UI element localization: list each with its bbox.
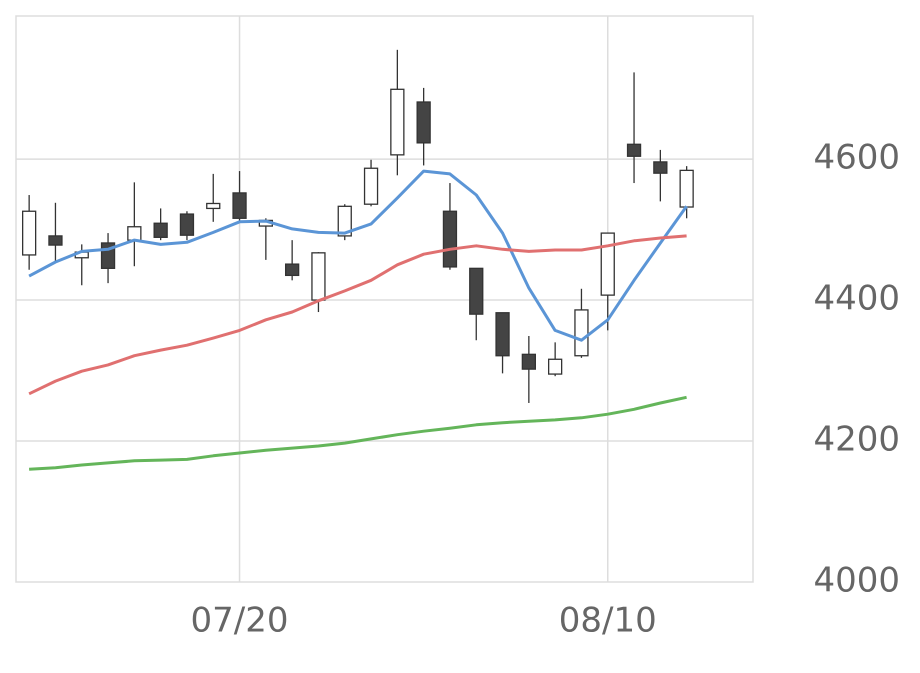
x-tick-label: 08/10 bbox=[559, 601, 657, 641]
moving-average-line bbox=[29, 395, 687, 471]
candle-body bbox=[469, 267, 484, 315]
moving-average-line bbox=[28, 169, 688, 342]
y-tick-label: 4400 bbox=[813, 279, 900, 319]
candle-body bbox=[206, 202, 221, 210]
candle-body bbox=[284, 263, 300, 277]
candle-body bbox=[548, 358, 563, 375]
candle-body bbox=[153, 222, 168, 238]
candle-body bbox=[416, 101, 431, 144]
candle-body bbox=[179, 213, 195, 236]
candle-body bbox=[521, 353, 536, 370]
candle-body bbox=[21, 210, 37, 256]
candle-body bbox=[363, 167, 379, 205]
candle-body bbox=[679, 169, 694, 208]
candle-body bbox=[442, 210, 458, 268]
plot-frame bbox=[15, 15, 754, 583]
y-tick-label: 4000 bbox=[813, 561, 900, 601]
candle-body bbox=[311, 252, 326, 301]
y-tick-label: 4600 bbox=[813, 138, 900, 178]
y-tick-label: 4200 bbox=[813, 420, 900, 460]
x-tick-label: 07/20 bbox=[191, 601, 289, 641]
candle-body bbox=[626, 143, 642, 157]
candle-body bbox=[495, 312, 510, 357]
candle-body bbox=[232, 192, 247, 219]
moving-average-line bbox=[28, 234, 687, 396]
candle-body bbox=[574, 309, 589, 357]
candle-body bbox=[337, 205, 352, 237]
candle-body bbox=[390, 88, 405, 156]
candle-body bbox=[600, 232, 615, 296]
candle-body bbox=[127, 226, 142, 241]
candle-body bbox=[653, 161, 668, 174]
candle-body bbox=[48, 235, 63, 246]
